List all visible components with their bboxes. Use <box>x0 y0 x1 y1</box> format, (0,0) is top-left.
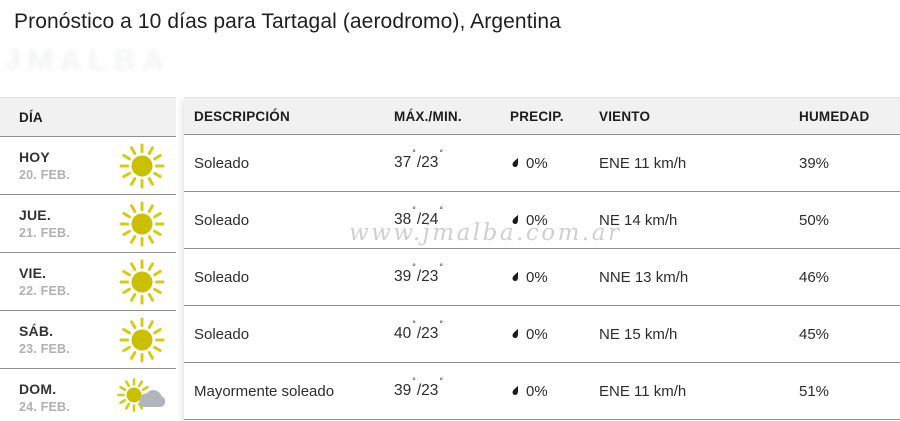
forecast-day-cell[interactable]: JUE. 21. FEB. <box>0 195 176 253</box>
description-header-label: DESCRIPCIÓN <box>194 108 290 124</box>
precipitation-value: 0% <box>526 268 548 286</box>
day-name: VIE. <box>19 265 47 281</box>
wind-value: NNE 13 km/h <box>599 268 689 286</box>
humidity-value: 46% <box>799 268 830 286</box>
degree-symbol: ° <box>439 376 444 387</box>
humidity-value: 51% <box>799 382 830 400</box>
degree-symbol: ° <box>412 205 416 216</box>
humidity-value: 45% <box>799 325 830 343</box>
condition-text: Soleado <box>194 211 250 229</box>
humidity-value: 50% <box>799 211 830 229</box>
forecast-details-row[interactable]: Soleado 38°/24° 0% NE 14 km/h 50% <box>184 192 900 249</box>
day-date: 22. FEB. <box>19 284 70 298</box>
day-name: SÁB. <box>19 323 54 339</box>
humidity-header-label: HUMEDAD <box>799 108 870 124</box>
forecast-details-row[interactable]: Soleado 37°/23° 0% ENE 11 km/h 39% <box>184 135 900 192</box>
day-date: 21. FEB. <box>19 226 70 240</box>
max-min-temperature: 40°/23° <box>394 319 444 343</box>
max-min-temperature: 39°/23° <box>394 376 444 400</box>
wind-header-label: VIENTO <box>599 108 651 124</box>
day-name: DOM. <box>19 381 57 397</box>
forecast-details-row[interactable]: Soleado 39°/23° 0% NNE 13 km/h 46% <box>184 249 900 306</box>
max-min-temperature: 38°/24° <box>394 205 444 229</box>
precipitation-cell: 0% <box>510 269 599 286</box>
sunny-icon <box>115 200 169 248</box>
column-header-day: DÍA <box>0 97 176 137</box>
precipitation-cell: 0% <box>510 212 599 229</box>
wind-value: NE 15 km/h <box>599 325 678 343</box>
precipitation-value: 0% <box>526 382 548 400</box>
precipitation-cell: 0% <box>510 326 599 343</box>
forecast-details-row[interactable]: Mayormente soleado 39°/23° 0% ENE 11 km/… <box>184 363 900 420</box>
degree-symbol: ° <box>412 148 416 159</box>
degree-symbol: ° <box>412 319 416 330</box>
wind-value: ENE 11 km/h <box>599 382 687 400</box>
day-name: JUE. <box>19 207 51 223</box>
precipitation-value: 0% <box>526 154 548 172</box>
max-min-header-label: MÁX./MIN. <box>394 108 462 124</box>
day-header-label: DÍA <box>19 109 43 125</box>
condition-text: Soleado <box>194 268 250 286</box>
day-name: HOY <box>19 149 50 165</box>
humidity-value: 39% <box>799 154 830 172</box>
precipitation-value: 0% <box>526 325 548 343</box>
precipitation-value: 0% <box>526 211 548 229</box>
forecast-day-cell[interactable]: VIE. 22. FEB. <box>0 253 176 311</box>
wind-value: NE 14 km/h <box>599 211 678 229</box>
day-date: 20. FEB. <box>19 168 70 182</box>
raindrop-icon <box>507 325 523 343</box>
degree-symbol: ° <box>439 148 444 159</box>
raindrop-icon <box>507 268 523 286</box>
day-date: 24. FEB. <box>19 400 70 414</box>
condition-text: Soleado <box>194 154 250 172</box>
degree-symbol: ° <box>412 376 416 387</box>
raindrop-icon <box>507 154 523 172</box>
max-min-temperature: 37°/23° <box>394 148 444 172</box>
precipitation-cell: 0% <box>510 155 599 172</box>
forecast-day-cell[interactable]: SÁB. 23. FEB. <box>0 311 176 369</box>
precip-header-label: PRECIP. <box>510 108 564 124</box>
raindrop-icon <box>507 382 523 400</box>
details-block: DESCRIPCIÓN MÁX./MIN. PRECIP. VIENTO HUM… <box>184 97 900 421</box>
max-min-temperature: 39°/23° <box>394 262 444 286</box>
forecast-day-cell[interactable]: DOM. 24. FEB. <box>0 369 176 421</box>
degree-symbol: ° <box>412 262 416 273</box>
precipitation-cell: 0% <box>510 383 599 400</box>
details-header-row: DESCRIPCIÓN MÁX./MIN. PRECIP. VIENTO HUM… <box>184 97 900 135</box>
forecast-day-cell[interactable]: HOY 20. FEB. <box>0 137 176 195</box>
sunny-icon <box>115 258 169 306</box>
page-title: Pronóstico a 10 días para Tartagal (aero… <box>14 10 561 33</box>
wind-value: ENE 11 km/h <box>599 154 687 172</box>
sunny-icon <box>115 316 169 364</box>
degree-symbol: ° <box>439 205 444 216</box>
ghost-watermark: JMALBA <box>4 44 171 77</box>
sunny-icon <box>115 142 169 190</box>
day-column-block: DÍA HOY 20. FEB. JUE. 21. FEB. VIE. <box>0 97 176 421</box>
forecast-details-row[interactable]: Soleado 40°/23° 0% NE 15 km/h 45% <box>184 306 900 363</box>
forecast-table: DÍA HOY 20. FEB. JUE. 21. FEB. VIE. <box>0 97 900 421</box>
degree-symbol: ° <box>439 319 444 330</box>
mostly-sunny-icon <box>115 374 169 421</box>
degree-symbol: ° <box>439 262 444 273</box>
condition-text: Soleado <box>194 325 250 343</box>
day-date: 23. FEB. <box>19 342 70 356</box>
condition-text: Mayormente soleado <box>194 382 335 400</box>
raindrop-icon <box>507 211 523 229</box>
